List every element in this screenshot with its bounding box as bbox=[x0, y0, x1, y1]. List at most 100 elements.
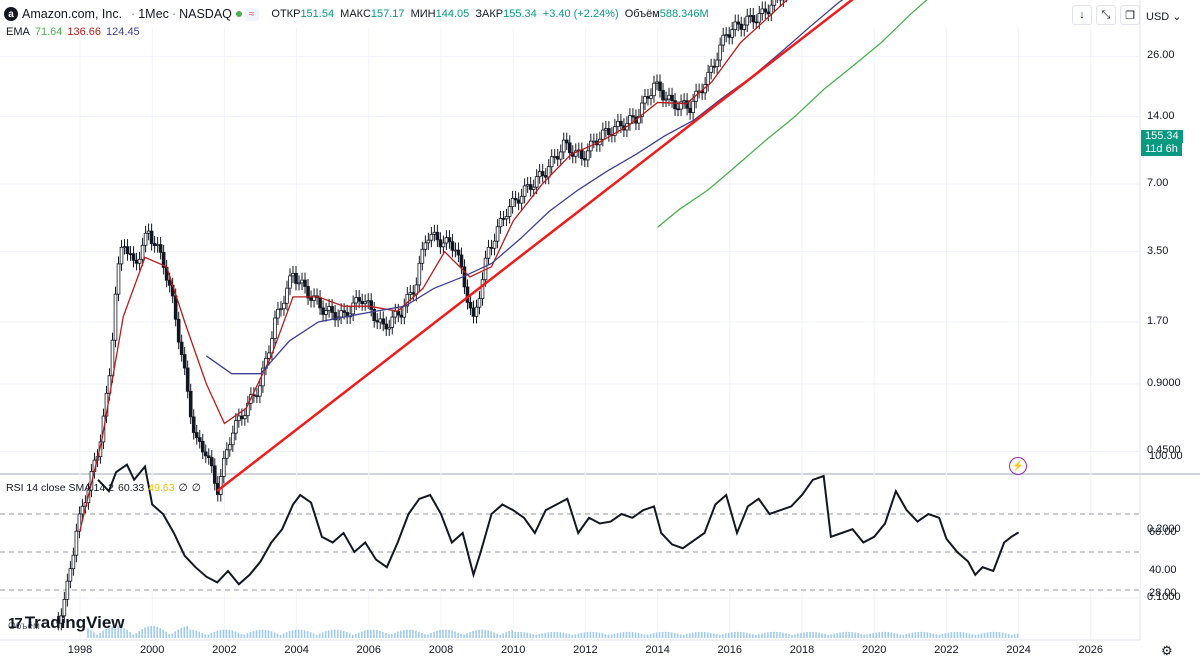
ema-fast-line bbox=[79, 0, 788, 531]
ohlc-values: ОТКР151.54 МАКС157.17 МИН144.05 ЗАКР155.… bbox=[271, 8, 709, 20]
volume-bar bbox=[183, 626, 186, 638]
volume-bar bbox=[354, 633, 357, 638]
ema-legend[interactable]: EMA 71.64 136.66 124.45 bbox=[6, 26, 140, 38]
volume-bar bbox=[797, 633, 799, 638]
volume-bar bbox=[370, 629, 372, 638]
volume-bar bbox=[490, 631, 492, 638]
candle-body bbox=[592, 140, 596, 143]
candle-body bbox=[167, 279, 172, 286]
volume-bar bbox=[255, 630, 258, 638]
volume-bar bbox=[1007, 634, 1010, 638]
candle-body bbox=[607, 128, 611, 136]
time-axis-label: 2012 bbox=[573, 644, 598, 656]
volume-bar bbox=[947, 632, 950, 638]
volume-bar bbox=[123, 628, 125, 638]
volume-bar bbox=[234, 631, 237, 638]
candle-body bbox=[555, 156, 560, 160]
volume-bar bbox=[1004, 633, 1007, 638]
currency-selector[interactable]: USD ⌄ bbox=[1146, 11, 1182, 23]
candle-body bbox=[225, 449, 229, 459]
volume-bar bbox=[830, 634, 832, 638]
volume-bar bbox=[400, 630, 402, 638]
symbol-name[interactable]: Amazon.com, Inc. bbox=[22, 7, 123, 21]
volume-bar bbox=[171, 633, 174, 638]
candle-body bbox=[528, 184, 533, 190]
volume-bar bbox=[394, 632, 396, 638]
volume-bar bbox=[246, 633, 249, 638]
candle-body bbox=[155, 244, 160, 247]
candle-body bbox=[613, 126, 617, 136]
volume-bar bbox=[303, 630, 306, 638]
volume-bar bbox=[345, 632, 348, 638]
candle-body bbox=[342, 310, 346, 313]
candle-body bbox=[321, 307, 325, 315]
candle-body bbox=[324, 310, 328, 315]
volume-bar bbox=[580, 632, 583, 638]
volume-bar bbox=[162, 629, 165, 638]
candle-body bbox=[480, 279, 485, 300]
volume-bar bbox=[466, 633, 468, 638]
volume-bar bbox=[848, 631, 850, 638]
bar-countdown-tag: 11d 6h bbox=[1141, 143, 1182, 156]
candle-body bbox=[188, 390, 193, 418]
volume-bar bbox=[282, 633, 285, 638]
candle-body bbox=[513, 197, 518, 201]
candle-body bbox=[417, 262, 422, 286]
volume-bar bbox=[950, 632, 953, 638]
volume-bar bbox=[944, 633, 947, 638]
candle-body bbox=[474, 306, 479, 317]
volume-bar bbox=[150, 626, 152, 638]
candle-body bbox=[402, 305, 407, 318]
maximize-pane-button[interactable]: ⤡ bbox=[1096, 5, 1116, 25]
volume-bar bbox=[204, 634, 207, 638]
volume-bar bbox=[938, 634, 941, 638]
volume-bar bbox=[688, 633, 691, 638]
candle-body bbox=[646, 96, 650, 99]
interval[interactable]: 1Мес bbox=[138, 7, 169, 21]
volume-bar bbox=[977, 634, 980, 638]
volume-bar bbox=[433, 631, 435, 638]
collapse-pane-button[interactable]: ↓ bbox=[1072, 5, 1092, 25]
volume-bar bbox=[779, 632, 781, 638]
volume-bar bbox=[523, 632, 526, 638]
volume-bar bbox=[839, 632, 841, 638]
volume-bar bbox=[321, 632, 324, 638]
volume-bar bbox=[240, 633, 243, 638]
volume-bar bbox=[917, 631, 920, 638]
volume-bar bbox=[460, 634, 462, 638]
volume-bar bbox=[1001, 632, 1004, 638]
settings-gear-icon[interactable]: ⚙ bbox=[1161, 643, 1173, 658]
candle-body bbox=[534, 176, 539, 188]
time-axis-label: 1998 bbox=[67, 644, 93, 656]
volume-bar bbox=[893, 633, 896, 638]
candle-body bbox=[492, 240, 497, 249]
candle-body bbox=[763, 8, 768, 13]
volume-bar bbox=[962, 632, 965, 638]
volume-bar bbox=[908, 633, 911, 638]
volume-bar bbox=[1010, 634, 1013, 638]
volume-bar bbox=[336, 629, 339, 638]
volume-bar bbox=[258, 629, 261, 638]
candle-body bbox=[143, 232, 148, 246]
symbol-header[interactable]: a Amazon.com, Inc. · 1Мес · NASDAQ ≈ ОТК… bbox=[4, 4, 712, 24]
restore-pane-button[interactable]: ❐ bbox=[1120, 5, 1140, 25]
candle-body bbox=[137, 258, 142, 264]
lightning-icon[interactable]: ⚡ bbox=[1009, 457, 1027, 475]
candle-body bbox=[122, 246, 127, 249]
compare-button[interactable]: ≈ bbox=[243, 7, 260, 21]
volume-bar bbox=[153, 626, 156, 638]
volume-bar bbox=[923, 632, 926, 638]
candle-body bbox=[742, 24, 747, 30]
candle-body bbox=[649, 95, 653, 99]
volume-bar bbox=[424, 634, 426, 638]
candle-body bbox=[231, 432, 235, 446]
rsi-legend[interactable]: RSI 14 close SMA 14 2 60.33 49.63 ∅ ∅ bbox=[6, 482, 201, 494]
volume-bar bbox=[827, 634, 829, 638]
volume-bar bbox=[622, 632, 625, 638]
volume-bar bbox=[108, 627, 110, 638]
price-axis-label: 0.1000 bbox=[1147, 590, 1181, 603]
volume-bar bbox=[514, 631, 517, 638]
volume-bar bbox=[348, 633, 351, 638]
time-axis-label: 2022 bbox=[934, 644, 959, 656]
